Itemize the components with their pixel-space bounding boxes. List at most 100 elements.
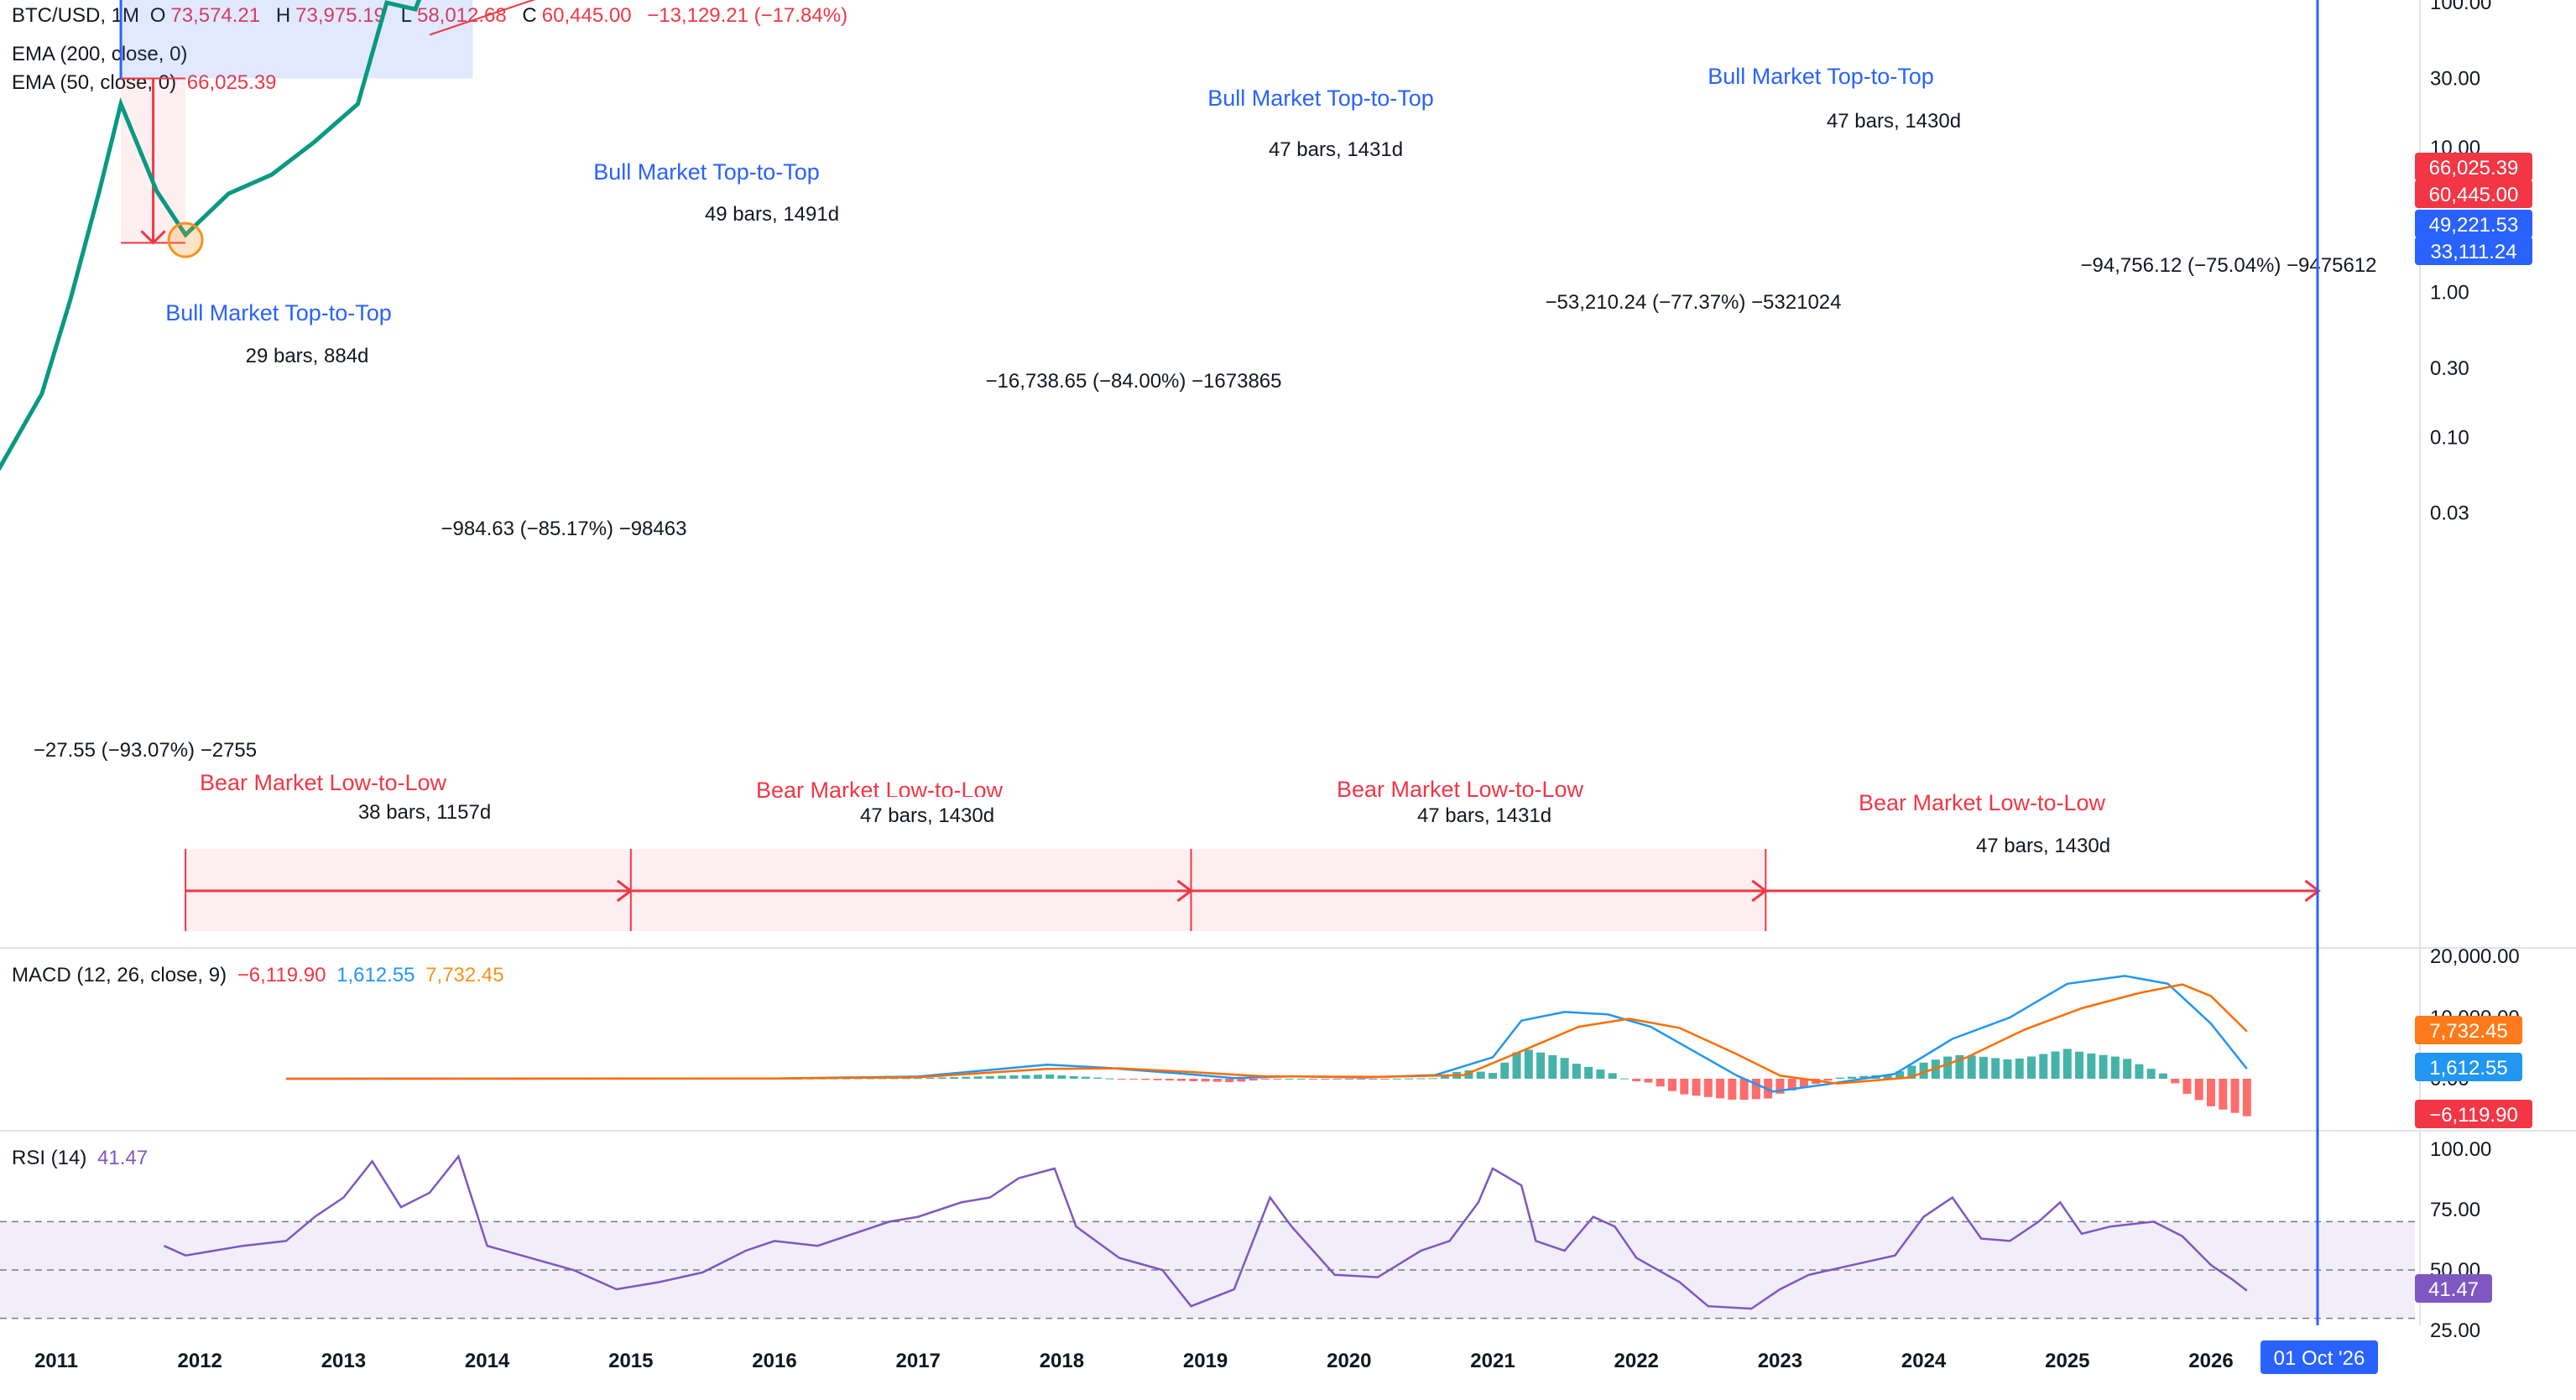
macd-histogram-bar bbox=[2027, 1056, 2036, 1079]
macd-legend[interactable]: MACD (12, 26, close, 9) −6,119.90 1,612.… bbox=[12, 963, 509, 988]
macd-histogram-bar bbox=[1428, 1078, 1437, 1080]
bull-bars-3: 47 bars, 1431d bbox=[1269, 138, 1403, 161]
macd-hist-value: −6,119.90 bbox=[237, 964, 326, 986]
macd-histogram-bar bbox=[1369, 1079, 1378, 1080]
macd-histogram-bar bbox=[1057, 1075, 1066, 1079]
macd-histogram-bar bbox=[1069, 1075, 1078, 1079]
macd-histogram-bar bbox=[1225, 1079, 1234, 1083]
macd-histogram-bar bbox=[1584, 1066, 1593, 1079]
macd-histogram-bar bbox=[1739, 1079, 1749, 1101]
macd-signal-tag-text: 7,732.45 bbox=[2429, 1020, 2507, 1043]
macd-histogram-bar bbox=[1177, 1079, 1186, 1081]
macd-histogram-bar bbox=[1644, 1079, 1653, 1083]
c-value: 60,445.00 bbox=[541, 4, 632, 27]
macd-histogram-bar bbox=[1093, 1077, 1103, 1079]
macd-histogram-bar bbox=[2207, 1079, 2215, 1106]
ema50-price-tag bbox=[2415, 153, 2532, 181]
price-axis-tick: 0.03 bbox=[2430, 502, 2469, 525]
bear-title-1: Bear Market Low-to-Low bbox=[200, 770, 447, 795]
macd-histogram-bar bbox=[1285, 1078, 1294, 1080]
time-axis-tick: 2019 bbox=[1183, 1350, 1228, 1372]
macd-line bbox=[285, 975, 2248, 1093]
o-label: O bbox=[150, 4, 166, 27]
macd-histogram-bar bbox=[950, 1077, 958, 1079]
macd-histogram-bar bbox=[1619, 1078, 1629, 1080]
macd-histogram-bar bbox=[1033, 1075, 1042, 1079]
level1-price-tag bbox=[2415, 210, 2532, 238]
l-value: 58,012.68 bbox=[417, 4, 507, 27]
time-axis-tick: 2014 bbox=[465, 1350, 510, 1372]
macd-histogram-bar bbox=[1632, 1079, 1641, 1082]
macd-histogram-bar bbox=[1787, 1079, 1796, 1090]
time-axis-tick: 2018 bbox=[1040, 1350, 1084, 1372]
bull-box-3 bbox=[1248, 131, 1424, 168]
price-axis-tick: 0.10 bbox=[2430, 426, 2469, 449]
macd-label: MACD (12, 26, close, 9) bbox=[12, 964, 227, 986]
macd-histogram-bar bbox=[2158, 1073, 2167, 1079]
symbol-label: BTC/USD, 1M bbox=[12, 4, 140, 27]
ema200-legend[interactable]: EMA (200, close, 0) bbox=[12, 42, 192, 67]
time-axis-tick: 2012 bbox=[178, 1350, 222, 1372]
macd-histogram-bar bbox=[973, 1076, 983, 1079]
macd-histogram-bar bbox=[1835, 1077, 1844, 1079]
macd-histogram-bar bbox=[1249, 1079, 1258, 1081]
macd-histogram-bar bbox=[1380, 1079, 1390, 1080]
ema50-legend[interactable]: EMA (50, close, 0) 66,025.39 bbox=[12, 70, 282, 96]
macd-histogram-bar bbox=[1296, 1078, 1306, 1080]
macd-line-tag-text: 1,612.55 bbox=[2429, 1057, 2507, 1080]
drawdown-label-2: −984.63 (−85.17%) −98463 bbox=[441, 518, 687, 540]
bull-title-1: Bull Market Top-to-Top bbox=[165, 300, 392, 325]
time-axis-tick: 2020 bbox=[1327, 1350, 1371, 1372]
macd-histogram-bar bbox=[1512, 1052, 1521, 1079]
macd-pane bbox=[285, 975, 2251, 1116]
macd-histogram-bar bbox=[901, 1078, 910, 1080]
macd-axis-tick: 20,000.00 bbox=[2430, 945, 2520, 968]
ema50-value: 66,025.39 bbox=[186, 71, 277, 94]
macd-histogram-bar bbox=[2194, 1079, 2203, 1101]
macd-histogram-bar bbox=[878, 1078, 887, 1080]
symbol-legend[interactable]: BTC/USD, 1M O73,574.21 H73,975.19 L58,01… bbox=[12, 3, 853, 29]
macd-histogram-bar bbox=[1141, 1079, 1150, 1080]
date-cursor-tag[interactable] bbox=[2261, 1340, 2378, 1374]
ohlc-h: H73,975.19 bbox=[276, 4, 390, 27]
bull-title-2: Bull Market Top-to-Top bbox=[593, 159, 820, 185]
btc-price-line bbox=[0, 0, 422, 471]
macd-histogram-bar bbox=[2110, 1056, 2120, 1079]
macd-histogram-bar bbox=[1919, 1062, 1928, 1079]
bull-title-3: Bull Market Top-to-Top bbox=[1207, 86, 1434, 111]
macd-histogram-bar bbox=[2146, 1069, 2156, 1079]
macd-histogram-bar bbox=[1464, 1070, 1473, 1079]
bear-box-3 bbox=[1396, 797, 1572, 834]
axes-group: 2,800,000.001,000,000.00300,000.00100,00… bbox=[34, 0, 2520, 1372]
macd-histogram-bar bbox=[1560, 1058, 1569, 1079]
cycle-low-marker bbox=[167, 221, 204, 258]
time-axis-tick: 2017 bbox=[896, 1350, 941, 1372]
macd-histogram-bar bbox=[1799, 1079, 1808, 1088]
macd-histogram-bar bbox=[866, 1078, 875, 1080]
macd-histogram-bar bbox=[1524, 1049, 1533, 1079]
drawdown-label-1: −27.55 (−93.07%) −2755 bbox=[34, 739, 257, 762]
macd-histogram-bar bbox=[1105, 1078, 1114, 1080]
range-boxes bbox=[119, 0, 2321, 931]
ema200-label: EMA (200, close, 0) bbox=[12, 43, 188, 65]
c-label: C bbox=[522, 4, 537, 27]
ema50-label: EMA (50, close, 0) bbox=[12, 71, 177, 94]
macd-histogram-bar bbox=[2039, 1054, 2048, 1079]
macd-histogram-bar bbox=[1943, 1056, 1953, 1079]
macd-histogram-bar bbox=[1273, 1079, 1282, 1080]
bear-title-4: Bear Market Low-to-Low bbox=[1859, 790, 2106, 815]
macd-histogram-bar bbox=[1165, 1079, 1174, 1081]
bear-bars-4: 47 bars, 1430d bbox=[1976, 835, 2110, 857]
date-cursor-tag-text: 01 Oct '26 bbox=[2274, 1347, 2365, 1370]
level1-price-tag-text: 49,221.53 bbox=[2429, 214, 2519, 237]
macd-histogram-bar bbox=[2230, 1079, 2240, 1113]
level2-price-tag-text: 33,111.24 bbox=[2430, 241, 2516, 263]
macd-histogram-bar bbox=[1680, 1079, 1689, 1095]
macd-histogram-bar bbox=[1212, 1079, 1222, 1082]
macd-histogram-bar bbox=[1848, 1076, 1856, 1079]
macd-histogram-bar bbox=[1967, 1055, 1976, 1079]
drawdown-arrow-head bbox=[140, 230, 166, 245]
macd-histogram-bar bbox=[2051, 1051, 2060, 1079]
rsi-legend[interactable]: RSI (14) 41.47 bbox=[12, 1146, 153, 1171]
